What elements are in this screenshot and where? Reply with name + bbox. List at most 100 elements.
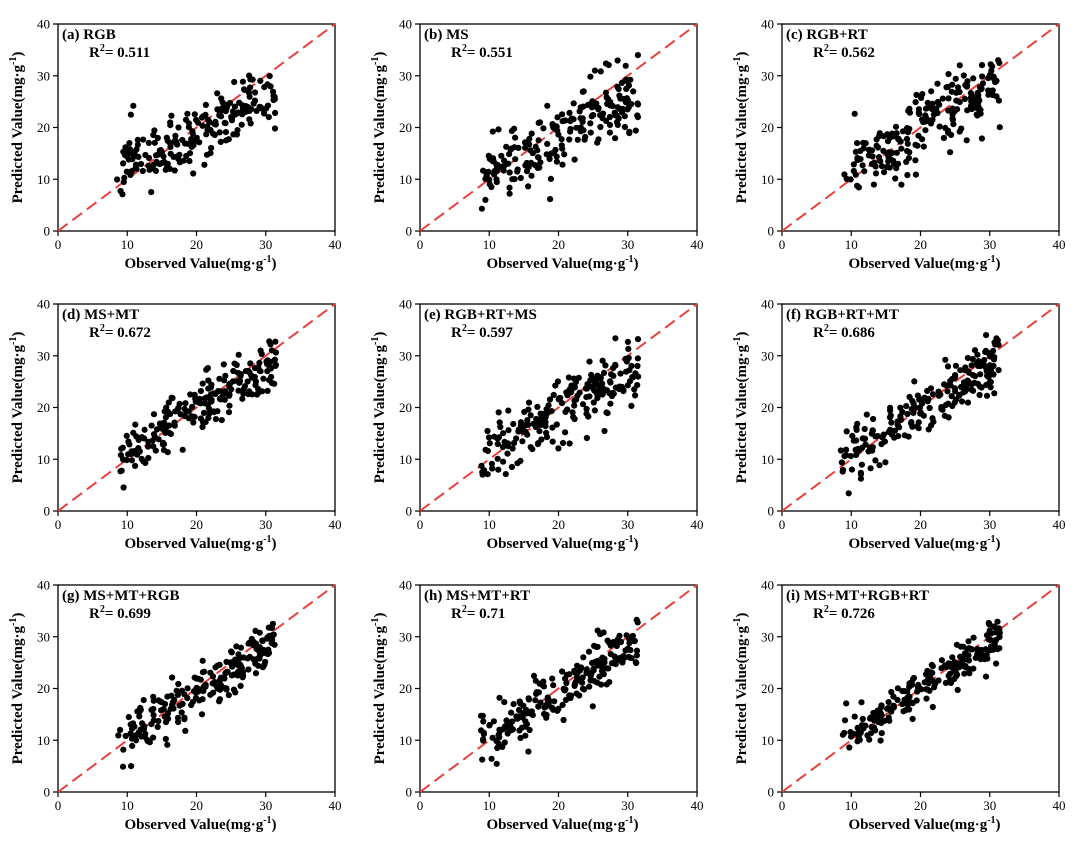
data-point	[553, 421, 560, 428]
data-point	[614, 57, 621, 64]
y-tick-label: 10	[761, 452, 774, 467]
data-point	[990, 362, 997, 370]
data-point	[570, 375, 578, 382]
data-point	[202, 681, 209, 689]
data-point	[854, 738, 861, 745]
x-tick-label: 0	[55, 237, 62, 252]
data-point	[602, 362, 609, 369]
data-point	[571, 402, 578, 409]
data-point	[993, 629, 1000, 636]
y-tick-label: 0	[44, 504, 51, 519]
data-point	[129, 742, 136, 750]
data-point	[870, 415, 877, 423]
data-point	[887, 404, 894, 411]
r2-value: R2= 0.562	[813, 43, 875, 61]
data-point	[996, 124, 1003, 131]
data-point	[571, 156, 578, 163]
data-point	[538, 436, 545, 443]
data-point	[245, 367, 252, 375]
data-point	[954, 84, 962, 91]
data-point	[212, 390, 219, 398]
data-point	[141, 435, 148, 442]
data-point	[496, 419, 503, 426]
data-point	[945, 414, 952, 421]
data-point	[890, 693, 897, 700]
data-point	[175, 124, 182, 131]
data-point	[841, 171, 848, 178]
data-point	[159, 425, 166, 432]
x-axis-title: Observed Value(mg·g-1)	[124, 534, 276, 552]
data-point	[237, 670, 244, 678]
data-point	[566, 136, 573, 143]
data-point	[956, 62, 963, 69]
data-point	[850, 167, 857, 175]
reference-line-1to1	[419, 584, 698, 793]
data-point	[117, 452, 124, 459]
data-point	[937, 391, 944, 398]
data-point	[216, 129, 223, 136]
data-point	[904, 701, 911, 709]
data-point	[171, 167, 178, 174]
data-point	[922, 127, 929, 134]
data-point	[115, 732, 122, 739]
data-point	[954, 686, 961, 694]
data-point	[928, 88, 935, 95]
data-point	[958, 398, 966, 405]
data-point	[511, 134, 519, 141]
data-point	[886, 414, 894, 421]
data-point	[531, 162, 539, 169]
data-point	[606, 121, 614, 128]
data-point	[987, 353, 994, 360]
data-point	[528, 172, 535, 179]
data-point	[540, 410, 547, 418]
data-point	[176, 159, 183, 166]
data-point	[188, 701, 195, 709]
data-point	[155, 151, 162, 158]
data-point	[605, 665, 612, 672]
x-tick-label: 40	[691, 237, 704, 252]
data-point	[189, 403, 196, 410]
data-point	[548, 408, 555, 415]
data-point	[237, 665, 244, 672]
data-point	[503, 717, 510, 724]
y-tick-label: 0	[406, 224, 413, 239]
data-point	[977, 371, 984, 378]
data-point	[995, 57, 1002, 64]
data-point	[895, 136, 902, 143]
data-point	[857, 469, 865, 476]
data-point	[524, 431, 531, 438]
data-point	[890, 133, 898, 140]
data-point	[944, 83, 952, 91]
data-point	[522, 732, 529, 739]
data-point	[523, 159, 531, 167]
data-point	[158, 707, 165, 714]
data-point	[504, 440, 511, 447]
data-point	[517, 734, 524, 742]
data-point	[480, 167, 487, 174]
data-point	[634, 114, 642, 121]
data-point	[252, 627, 259, 635]
data-point	[508, 463, 515, 471]
data-point	[507, 146, 514, 153]
data-point	[576, 389, 583, 396]
data-point	[137, 160, 145, 168]
data-point	[634, 382, 641, 389]
data-point	[522, 144, 529, 151]
scatter-panel: 0 10 20 30 40 0 10 20 30 40 Observed Value(mg·g-1)…	[732, 297, 1066, 553]
x-tick-label: 20	[552, 798, 565, 813]
data-point	[940, 134, 948, 142]
data-point	[868, 147, 876, 154]
data-point	[855, 445, 862, 452]
data-point	[120, 160, 127, 167]
data-point	[593, 643, 600, 651]
data-point	[246, 639, 253, 646]
data-point	[974, 112, 981, 119]
data-point	[975, 103, 982, 111]
x-tick-label: 40	[691, 517, 704, 532]
data-point	[190, 142, 197, 149]
data-point	[172, 132, 179, 139]
y-tick-label: 0	[768, 785, 775, 800]
data-point	[878, 730, 885, 737]
data-point	[843, 446, 850, 453]
data-point	[603, 117, 610, 124]
